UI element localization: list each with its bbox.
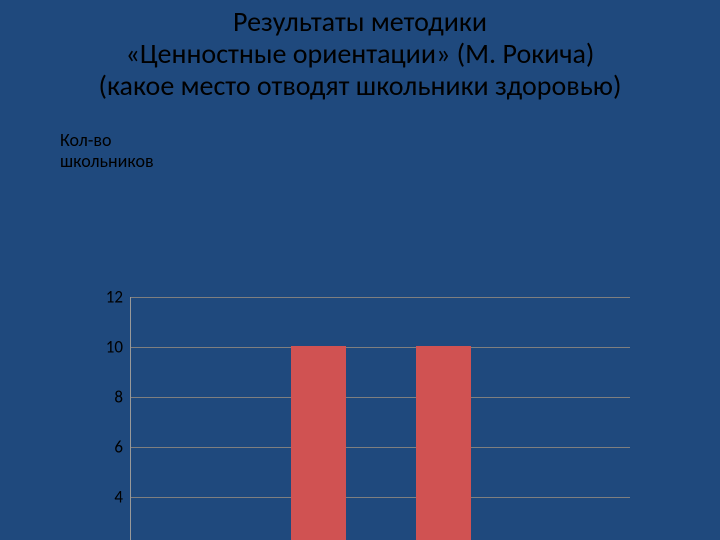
title-line-1: Результаты методики — [0, 6, 720, 38]
gridline — [131, 497, 630, 498]
plot-area: 0246810121 место2 место3 место6 место — [130, 297, 630, 540]
y-tick-label: 12 — [93, 286, 123, 307]
title-line-3: (какое место отводят школьники здоровью) — [0, 70, 720, 102]
y-axis-label: Кол-во школьников — [60, 130, 154, 171]
ylabel-line-1: Кол-во — [60, 130, 154, 151]
bar — [291, 346, 346, 540]
gridline — [131, 397, 630, 398]
chart-title: Результаты методики «Ценностные ориентац… — [0, 0, 720, 103]
y-tick-label: 2 — [93, 536, 123, 540]
y-tick-label: 8 — [93, 386, 123, 407]
title-line-2: «Ценностные ориентации» (М. Рокича) — [0, 38, 720, 70]
gridline — [131, 447, 630, 448]
y-tick-label: 10 — [93, 336, 123, 357]
gridline — [131, 297, 630, 298]
y-tick-label: 6 — [93, 436, 123, 457]
ylabel-line-2: школьников — [60, 151, 154, 172]
y-tick-label: 4 — [93, 486, 123, 507]
bar — [416, 346, 471, 540]
gridline — [131, 347, 630, 348]
